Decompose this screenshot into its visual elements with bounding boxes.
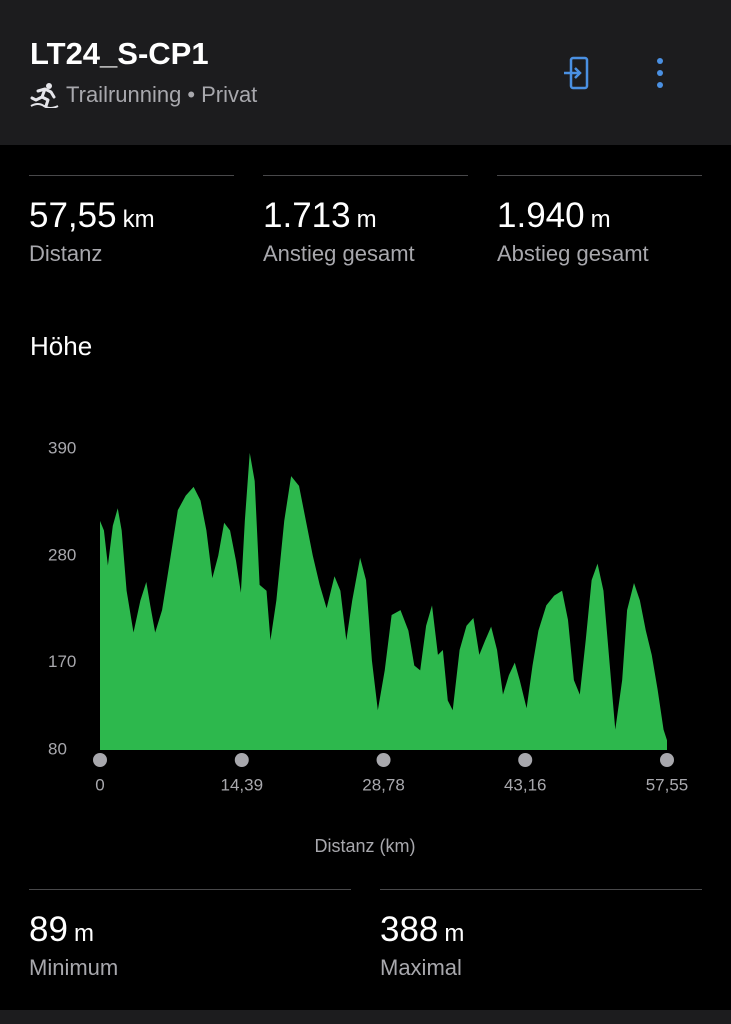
visibility: Privat: [201, 82, 258, 107]
x-tick-dot: [93, 753, 107, 767]
export-button[interactable]: [560, 55, 596, 91]
stat-value: 89: [29, 910, 68, 949]
chart-title: Höhe: [30, 331, 92, 361]
stat-unit: m: [444, 920, 465, 947]
x-tick-dot: [234, 753, 249, 767]
stat-unit: m: [356, 206, 377, 233]
stat: 1.713 m Anstieg gesamt: [263, 175, 468, 266]
x-tick-label: 0: [95, 775, 104, 794]
stat-unit: km: [122, 206, 155, 233]
stat: 57,55 km Distanz: [29, 175, 234, 266]
stat-value: 1.713: [263, 196, 351, 235]
x-tick-dot: [660, 753, 674, 767]
subtitle: Trailrunning • Privat: [30, 82, 257, 108]
y-tick-label: 170: [48, 652, 76, 671]
stat-label: Distanz: [29, 241, 103, 266]
bottom-bar: [0, 1010, 731, 1024]
y-tick-label: 80: [48, 739, 67, 758]
stat-label: Maximal: [380, 955, 462, 980]
x-tick-label: 28,78: [362, 775, 405, 794]
run-icon: [30, 83, 59, 108]
activity-title: LT24_S-CP1: [30, 36, 209, 71]
separator: •: [187, 82, 196, 107]
x-tick-dot: [376, 753, 391, 767]
y-tick-label: 280: [48, 545, 76, 564]
stat-value: 388: [380, 910, 439, 949]
menu-button[interactable]: [650, 56, 670, 90]
summary-stat: 89 m Minimum: [29, 889, 351, 980]
elevation-area: [100, 452, 667, 750]
elevation-chart: Höhe Distanz (km) 80 170 280 390 0 14,39 28,78…: [30, 331, 689, 856]
x-tick-dot: [518, 753, 533, 767]
stat-unit: m: [73, 920, 94, 947]
x-tick-label: 43,16: [504, 775, 547, 794]
stat-label: Minimum: [29, 955, 119, 980]
x-axis-label: Distanz (km): [314, 836, 415, 856]
top-bar: LT24_S-CP1 Trailrunning • Privat: [0, 0, 731, 145]
stat: 1.940 m Abstieg gesamt: [497, 175, 702, 266]
summary-stat: 388 m Maximal: [380, 889, 702, 980]
activity-type: Trailrunning: [66, 82, 182, 107]
stat-label: Anstieg gesamt: [263, 241, 415, 266]
x-tick-label: 14,39: [221, 775, 264, 794]
stat-value: 1.940: [497, 196, 585, 235]
stat-label: Abstieg gesamt: [497, 241, 649, 266]
stat-value: 57,55: [29, 196, 117, 235]
y-tick-label: 390: [48, 438, 76, 457]
stat-unit: m: [590, 206, 611, 233]
x-tick-label: 57,55: [646, 775, 689, 794]
